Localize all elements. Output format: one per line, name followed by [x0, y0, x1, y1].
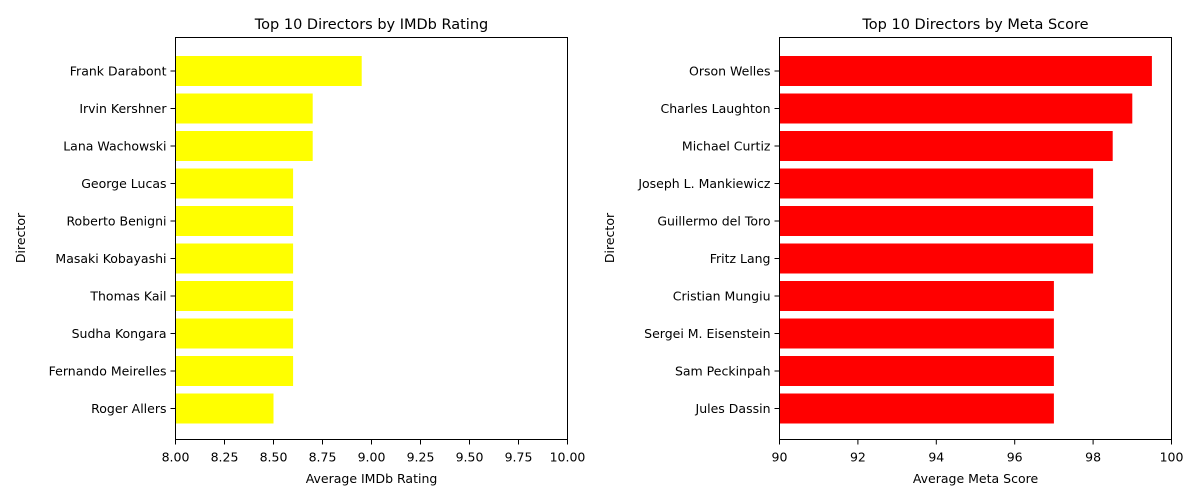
bar	[779, 356, 1054, 386]
x-tick-label: 94	[928, 450, 944, 465]
x-ticks: 8.00 8.25 8.50 8.75 9.00 9.25 9.50 9.75 10.00	[162, 439, 586, 465]
bar	[779, 206, 1094, 236]
bars	[779, 56, 1152, 424]
x-tick-label: 9.00	[358, 450, 386, 465]
bar	[175, 318, 294, 349]
bar	[779, 393, 1054, 424]
y-ticks: Orson Welles Charles Laughton Michael Curt…	[637, 64, 780, 416]
x-tick-label: 10.00	[550, 450, 586, 465]
x-axis-label: Average Meta Score	[913, 471, 1039, 486]
x-tick-label: 8.50	[260, 450, 288, 465]
y-tick-label: Orson Welles	[689, 64, 771, 79]
bar	[175, 131, 313, 161]
y-tick-label: Sam Peckinpah	[675, 364, 771, 379]
bar	[779, 168, 1094, 199]
plot-frame	[779, 37, 1172, 440]
y-tick-label: Masaki Kobayashi	[55, 251, 166, 266]
x-tick-label: 8.25	[211, 450, 239, 465]
bar	[175, 281, 294, 311]
y-tick-label: Roberto Benigni	[66, 214, 166, 229]
x-tick-label: 100	[1160, 450, 1184, 465]
meta-score-chart: Top 10 Directors by Meta Score Orson Wel…	[602, 17, 1183, 486]
y-tick-label: Fernando Meirelles	[49, 364, 167, 379]
y-tick-label: Joseph L. Mankiewicz	[637, 176, 771, 191]
y-tick-label: Roger Allers	[91, 401, 166, 416]
x-tick-label: 98	[1085, 450, 1101, 465]
bar	[175, 168, 294, 199]
y-tick-label: Thomas Kail	[89, 289, 166, 304]
y-ticks: Frank Darabont Irvin Kershner Lana Wachows…	[49, 64, 176, 416]
bars	[175, 56, 362, 424]
bar	[175, 393, 274, 424]
bar	[175, 56, 362, 86]
bar	[175, 356, 294, 386]
y-tick-label: Sergei M. Eisenstein	[644, 326, 770, 341]
x-tick-label: 8.75	[309, 450, 337, 465]
x-tick-label: 96	[1007, 450, 1023, 465]
bar	[779, 56, 1152, 86]
x-tick-label: 9.50	[456, 450, 484, 465]
imdb-rating-chart: Top 10 Directors by IMDb Rating Frank Da…	[13, 17, 585, 486]
y-tick-label: Guillermo del Toro	[657, 214, 770, 229]
x-tick-label: 92	[850, 450, 866, 465]
chart-title: Top 10 Directors by IMDb Rating	[254, 17, 488, 33]
bar	[175, 243, 294, 274]
y-tick-label: Sudha Kongara	[72, 326, 167, 341]
bar	[779, 318, 1054, 349]
x-ticks: 90 92 94 96 98 100	[772, 439, 1184, 465]
y-tick-label: Michael Curtiz	[682, 139, 771, 154]
y-tick-label: Lana Wachowski	[63, 139, 166, 154]
y-tick-label: Frank Darabont	[70, 64, 167, 79]
bar	[175, 93, 313, 124]
bar	[779, 93, 1133, 124]
y-tick-label: George Lucas	[81, 176, 166, 191]
y-tick-label: Irvin Kershner	[79, 101, 167, 116]
y-tick-label: Charles Laughton	[661, 101, 771, 116]
x-tick-label: 8.00	[162, 450, 190, 465]
y-tick-label: Jules Dassin	[695, 401, 771, 416]
y-tick-label: Fritz Lang	[710, 251, 771, 266]
bar	[175, 206, 294, 236]
bar	[779, 131, 1113, 161]
y-axis-label: Director	[13, 212, 28, 263]
y-tick-label: Cristian Mungiu	[673, 289, 771, 304]
x-tick-label: 9.75	[505, 450, 533, 465]
x-axis-label: Average IMDb Rating	[306, 471, 438, 486]
bar	[779, 243, 1094, 274]
x-tick-label: 9.25	[407, 450, 435, 465]
chart-title: Top 10 Directors by Meta Score	[861, 17, 1088, 33]
bar	[779, 281, 1054, 311]
x-tick-label: 90	[772, 450, 788, 465]
y-axis-label: Director	[602, 212, 617, 263]
